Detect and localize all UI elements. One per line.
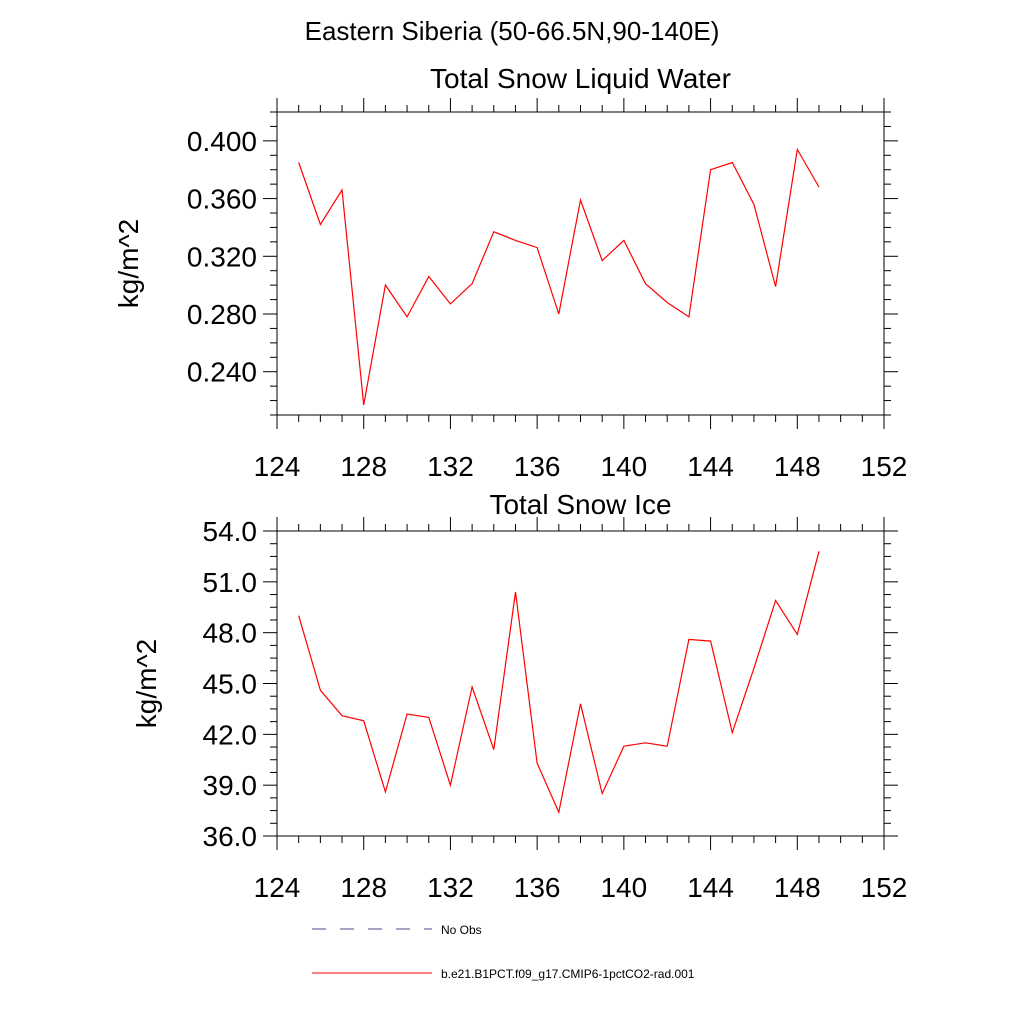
y-axis-label: kg/m^2 [131, 639, 162, 728]
y-tick-label: 45.0 [203, 669, 258, 700]
x-tick-label: 144 [687, 451, 734, 482]
y-tick-label: 0.400 [187, 126, 257, 157]
y-tick-label: 39.0 [203, 770, 258, 801]
plot-frame [276, 111, 885, 416]
x-tick-label: 128 [340, 451, 387, 482]
y-tick-label: 0.240 [187, 357, 257, 388]
x-tick-label: 124 [254, 872, 301, 903]
panel-total-snow-liquid-water: Total Snow Liquid Water kg/m^2 124 128 132 13… [113, 63, 907, 482]
y-tick-label: 36.0 [203, 821, 258, 852]
y-tick-label: 0.360 [187, 184, 257, 215]
x-tick-label: 140 [600, 451, 647, 482]
x-tick-label: 144 [687, 872, 734, 903]
x-tick-label: 124 [254, 451, 301, 482]
legend-label-model-run: b.e21.B1PCT.f09_g17.CMIP6-1pctCO2-rad.00… [441, 967, 695, 981]
y-tick-label: 0.320 [187, 241, 257, 272]
y-tick-label: 54.0 [203, 516, 258, 547]
x-tick-label: 148 [774, 451, 821, 482]
x-tick-label: 140 [600, 872, 647, 903]
plot-frame [276, 530, 885, 837]
series-line [298, 551, 820, 815]
panel-title: Total Snow Liquid Water [430, 63, 731, 94]
figure-title: Eastern Siberia (50-66.5N,90-140E) [304, 16, 720, 46]
x-tick-label: 132 [427, 451, 474, 482]
panel-total-snow-ice: Total Snow Ice kg/m^2 124 128 132 136 140 144 14… [131, 489, 907, 903]
y-tick-label: 42.0 [203, 719, 258, 750]
x-tick-label: 136 [514, 872, 561, 903]
x-tick-label: 152 [861, 872, 908, 903]
x-tick-label: 128 [340, 872, 387, 903]
legend: No Obs b.e21.B1PCT.f09_g17.CMIP6-1pctCO2… [312, 923, 695, 981]
y-tick-label: 48.0 [203, 618, 258, 649]
series-line [298, 147, 820, 406]
y-axis-label: kg/m^2 [113, 219, 144, 308]
x-tick-label: 132 [427, 872, 474, 903]
y-tick-label: 0.280 [187, 299, 257, 330]
x-tick-label: 152 [861, 451, 908, 482]
panel-title: Total Snow Ice [489, 489, 671, 520]
legend-label-no-obs: No Obs [441, 923, 482, 937]
x-tick-label: 148 [774, 872, 821, 903]
x-tick-label: 136 [514, 451, 561, 482]
y-tick-label: 51.0 [203, 567, 258, 598]
